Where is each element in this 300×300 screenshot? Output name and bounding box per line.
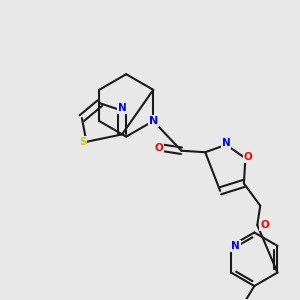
Text: O: O bbox=[260, 220, 269, 230]
Text: N: N bbox=[231, 241, 240, 251]
Text: N: N bbox=[222, 138, 230, 148]
Text: S: S bbox=[79, 137, 87, 147]
Text: O: O bbox=[244, 152, 253, 162]
Text: N: N bbox=[148, 116, 158, 126]
Text: O: O bbox=[155, 143, 164, 153]
Text: N: N bbox=[118, 103, 126, 113]
